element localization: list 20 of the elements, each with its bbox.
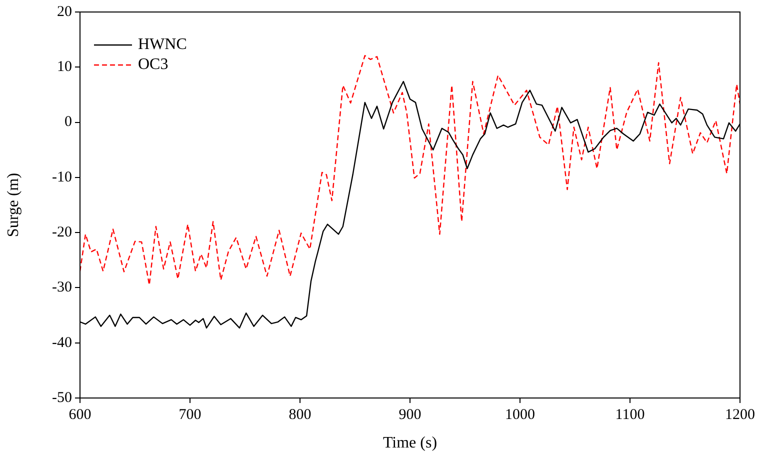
x-tick-label: 1000 <box>505 406 535 423</box>
legend-label: HWNC <box>138 36 187 54</box>
x-axis-title: Time (s) <box>382 434 438 452</box>
x-tick-label: 1100 <box>615 406 645 423</box>
x-tick-label: 800 <box>288 406 312 423</box>
y-tick-label: 20 <box>57 4 72 20</box>
y-tick-label: 0 <box>64 114 72 130</box>
legend-label: OC3 <box>138 56 168 74</box>
line-series <box>80 54 740 286</box>
y-tick-label: -20 <box>52 224 72 241</box>
y-axis-title: Surge (m) <box>4 172 22 238</box>
y-tick-label: 10 <box>57 59 72 76</box>
y-tick-label: -10 <box>52 169 72 186</box>
x-tick-label: 900 <box>398 406 422 423</box>
x-tick-label: 600 <box>68 406 92 423</box>
x-tick-label: 700 <box>178 406 202 423</box>
x-tick-label: 1200 <box>725 406 755 423</box>
y-tick-label: -50 <box>52 390 72 406</box>
y-tick-label: -40 <box>52 334 72 351</box>
y-tick-label: -30 <box>52 280 72 296</box>
